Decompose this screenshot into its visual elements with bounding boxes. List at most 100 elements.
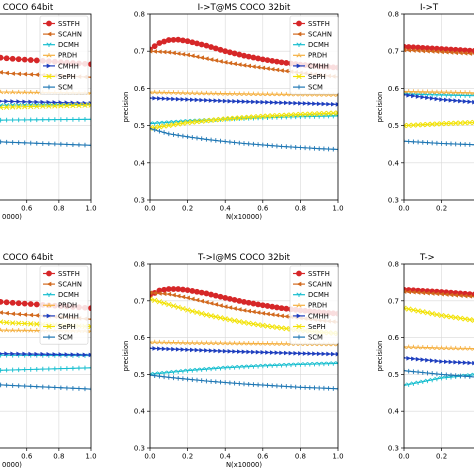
series-cmhh-marker: [255, 99, 261, 105]
series-dcmh-marker: [424, 378, 431, 384]
series-cmhh-marker: [406, 356, 411, 361]
series-dcmh-marker: [307, 361, 313, 367]
series-scahn-marker: [204, 56, 209, 61]
series-scm-marker: [425, 140, 430, 145]
legend-item-seph-label: SePH: [58, 323, 76, 331]
series-cmhh-marker: [237, 349, 242, 354]
series-cmhh-marker: [467, 99, 473, 105]
series-sstfh-marker: [180, 286, 186, 293]
series-prdh-marker: [424, 345, 431, 350]
x-tick-label: 0.0: [398, 453, 409, 461]
series-cmhh-marker: [307, 101, 313, 106]
y-tick-label: 0.4: [134, 159, 146, 167]
series-scahn-marker: [415, 48, 421, 54]
x-tick-label: 0.2: [182, 453, 193, 461]
series-scahn-marker: [269, 66, 275, 72]
series-cmhh-marker: [316, 351, 322, 357]
series-cmhh-marker: [316, 101, 322, 107]
series-prdh-marker: [406, 344, 412, 350]
series-seph-marker: [0, 104, 4, 111]
series-prdh-marker: [279, 91, 285, 97]
series-scm-marker: [152, 127, 157, 133]
series-cmhh-marker: [152, 346, 157, 351]
series-cmhh-marker: [204, 348, 209, 353]
series-scm-marker: [157, 128, 162, 134]
series-scahn-marker: [175, 51, 181, 56]
series-cmhh-marker: [439, 359, 444, 364]
series-cmhh-marker: [265, 350, 270, 355]
legend-item-sstfh-label: SSTFH: [308, 270, 330, 278]
series-dcmh-marker: [246, 364, 252, 369]
series-scahn-marker: [194, 297, 200, 303]
series-scahn-marker: [175, 293, 181, 299]
series-seph-marker: [76, 102, 82, 109]
series-sstfh-marker: [9, 55, 16, 62]
series-sstfh-marker: [15, 300, 22, 307]
series-scahn-marker: [222, 60, 228, 65]
series-unlabeled-7-marker: [46, 117, 52, 122]
series-seph-marker: [170, 303, 177, 309]
series-seph-marker: [448, 120, 454, 127]
y-tick-label: 0.6: [134, 334, 146, 342]
series-scm-marker: [453, 373, 458, 378]
series-dcmh-marker: [321, 361, 327, 367]
series-sstfh-marker: [255, 301, 262, 308]
series-scahn-marker: [204, 299, 209, 305]
series-scahn-marker: [199, 298, 204, 304]
series-sstfh-marker: [203, 42, 210, 49]
series-scahn-marker: [0, 310, 3, 315]
legend-box: [289, 15, 339, 95]
series-scm-marker: [298, 145, 303, 150]
series-prdh-marker: [246, 341, 252, 346]
series-dcmh-marker: [330, 361, 336, 366]
series-scm-marker: [64, 142, 70, 147]
legend-item-dcmh-marker: [46, 292, 52, 297]
series-seph-marker: [255, 322, 261, 328]
series-dcmh-marker: [434, 376, 440, 382]
series-scahn-marker: [10, 71, 15, 76]
series-prdh-line: [404, 90, 474, 94]
series-seph-marker: [255, 113, 261, 120]
series-seph-marker: [467, 317, 473, 323]
chart-panel-1: 0.4 0.6 0.8 1.0 COCO 64bit 0000) SSTFH SCAHN DCM…: [0, 3, 97, 221]
legend-item-prdh-label: PRDH: [308, 302, 327, 310]
series-cmhh-marker: [46, 352, 52, 357]
series-cmhh-marker: [227, 98, 233, 104]
series-cmhh-marker: [16, 351, 21, 357]
series-sstfh-marker: [264, 57, 271, 64]
series-scm-marker: [269, 143, 275, 148]
series-sstfh-marker: [175, 36, 182, 43]
series-prdh-marker: [34, 328, 40, 333]
series-scm-marker: [448, 141, 454, 147]
series-sstfh-marker: [241, 52, 247, 59]
series-scahn-marker: [150, 290, 153, 296]
series-cmhh-marker: [166, 96, 172, 102]
series-scm-marker: [331, 386, 336, 391]
series-prdh-marker: [161, 90, 167, 95]
series-unlabeled-7-marker: [28, 367, 34, 372]
series-sstfh-marker: [241, 299, 247, 305]
series-scm-marker: [404, 368, 407, 374]
series-cmhh-marker: [58, 100, 64, 105]
series-scm-marker: [76, 386, 82, 391]
legend-item-prdh-marker: [296, 303, 302, 308]
series-scm-marker: [288, 144, 294, 150]
series-cmhh-marker: [302, 101, 308, 106]
series-scm-marker: [161, 130, 167, 135]
series-scm-marker: [458, 373, 463, 379]
series-scm-marker: [411, 139, 416, 145]
series-scahn-marker: [448, 292, 454, 298]
series-seph-marker: [150, 296, 153, 302]
series-sstfh-marker: [189, 39, 196, 46]
series-seph-marker: [222, 116, 228, 122]
series-dcmh-marker: [199, 367, 205, 372]
series-scahn-marker: [237, 307, 242, 312]
series-sstfh-marker: [231, 50, 238, 57]
series-prdh-marker: [208, 91, 214, 96]
series-cmhh-marker: [150, 96, 153, 100]
series-seph: [0, 102, 91, 111]
series-scahn-marker: [246, 308, 251, 314]
series-scm-marker: [406, 139, 411, 144]
series-scm-marker: [434, 371, 440, 377]
series-cmhh-marker: [10, 99, 15, 104]
